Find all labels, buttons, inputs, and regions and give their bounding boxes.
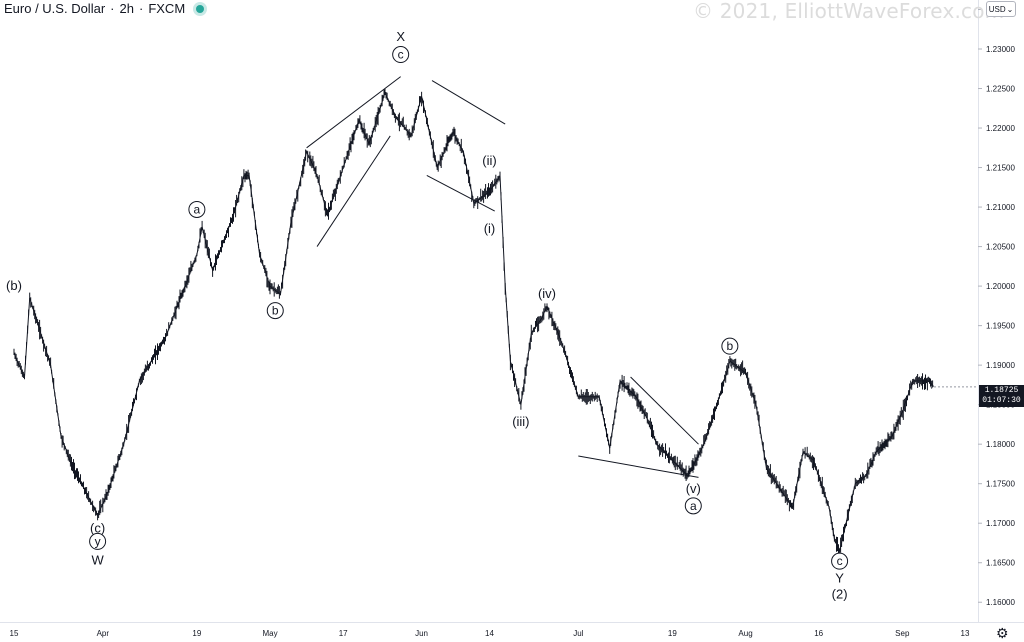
y-tick-label: 1.22000	[986, 124, 1015, 133]
trendline-layer	[306, 76, 699, 478]
wave-label-circle	[684, 497, 702, 515]
x-tick-label: 17	[339, 629, 348, 638]
y-tick-label: 1.20000	[986, 282, 1015, 291]
source-label: FXCM	[148, 1, 186, 16]
y-tick-label: 1.16500	[986, 559, 1015, 568]
x-tick-label: May	[262, 629, 277, 638]
wave-label: c	[837, 554, 843, 568]
price-axis[interactable]: 1.235001.230001.225001.220001.215001.210…	[978, 5, 1015, 607]
gear-icon[interactable]: ⚙	[996, 625, 1009, 641]
wave-label-circle	[392, 46, 410, 64]
y-tick-label: 1.16000	[986, 598, 1015, 607]
y-tick-label: 1.21000	[986, 203, 1015, 212]
wave-label: a	[194, 202, 201, 216]
trendline	[316, 135, 391, 247]
wave-label-circle	[831, 552, 849, 570]
wave-label: (b)	[6, 278, 22, 293]
currency-select[interactable]: USD ⌄	[986, 1, 1016, 17]
interval-label[interactable]: 2h	[119, 1, 134, 16]
symbol-header: Euro / U.S. Dollar · 2h · FXCM	[4, 1, 205, 16]
symbol-name[interactable]: Euro / U.S. Dollar	[4, 1, 106, 16]
wave-label: X	[396, 29, 405, 44]
y-tick-label: 1.19500	[986, 322, 1015, 331]
x-tick-label: 16	[814, 629, 823, 638]
y-tick-label: 1.23000	[986, 45, 1015, 54]
wave-label: c	[398, 48, 404, 62]
currency-label: USD	[988, 4, 1006, 14]
y-tick-label: 1.17000	[986, 519, 1015, 528]
trendline	[426, 175, 495, 212]
wave-label: (ii)	[482, 153, 496, 168]
wave-label: Y	[835, 571, 844, 586]
price-line	[13, 91, 934, 553]
wave-label-circle	[89, 532, 107, 550]
x-tick-label: Apr	[97, 629, 110, 638]
market-status-icon	[196, 4, 205, 13]
wave-label: y	[95, 534, 101, 548]
last-price-tag: 1.18725 01:07:30	[979, 385, 1024, 407]
x-tick-label: 13	[961, 629, 970, 638]
y-tick-label: 1.17500	[986, 480, 1015, 489]
wave-label: a	[690, 499, 697, 513]
time-axis[interactable]: 15 Apr 19 May 17 Jun 14 Jul 19 Aug 16 Sep 13	[10, 629, 970, 638]
trendline	[431, 80, 506, 125]
header-separator: ·	[138, 1, 144, 16]
x-tick-label: 19	[192, 629, 201, 638]
x-tick-label: 15	[10, 629, 19, 638]
wave-label: W	[91, 552, 104, 567]
x-tick-label: Sep	[895, 629, 910, 638]
x-tick-label: Jul	[573, 629, 583, 638]
y-tick-label: 1.21500	[986, 164, 1015, 173]
x-tick-label: 19	[668, 629, 677, 638]
y-tick-label: 1.19000	[986, 361, 1015, 370]
wave-label: (v)	[686, 481, 701, 496]
wave-label: b	[272, 304, 279, 318]
x-tick-label: Aug	[738, 629, 752, 638]
wave-label: (iv)	[538, 286, 556, 301]
y-tick-label: 1.18000	[986, 440, 1015, 449]
trendline	[630, 376, 699, 445]
wave-label: (2)	[832, 586, 848, 601]
y-tick-label: 1.20500	[986, 243, 1015, 252]
wave-label-circle	[188, 200, 206, 218]
y-tick-label: 1.22500	[986, 85, 1015, 94]
wave-label-circle	[266, 302, 284, 320]
x-tick-label: Jun	[415, 629, 428, 638]
last-price-value: 1.18725	[984, 386, 1019, 395]
candles-layer	[13, 88, 978, 554]
x-tick-label: 14	[485, 629, 494, 638]
wave-label: (iii)	[512, 414, 529, 429]
trendline	[306, 76, 401, 149]
wave-label: (i)	[484, 221, 496, 236]
watermark: © 2021, ElliottWaveForex.com	[693, 0, 1005, 23]
wave-label-circle	[721, 337, 739, 355]
wave-label: (c)	[90, 521, 105, 536]
chevron-down-icon: ⌄	[1006, 4, 1014, 14]
trendline	[578, 455, 699, 478]
bar-countdown: 01:07:30	[982, 396, 1021, 405]
wave-label: b	[727, 339, 734, 353]
header-separator: ·	[110, 1, 115, 16]
